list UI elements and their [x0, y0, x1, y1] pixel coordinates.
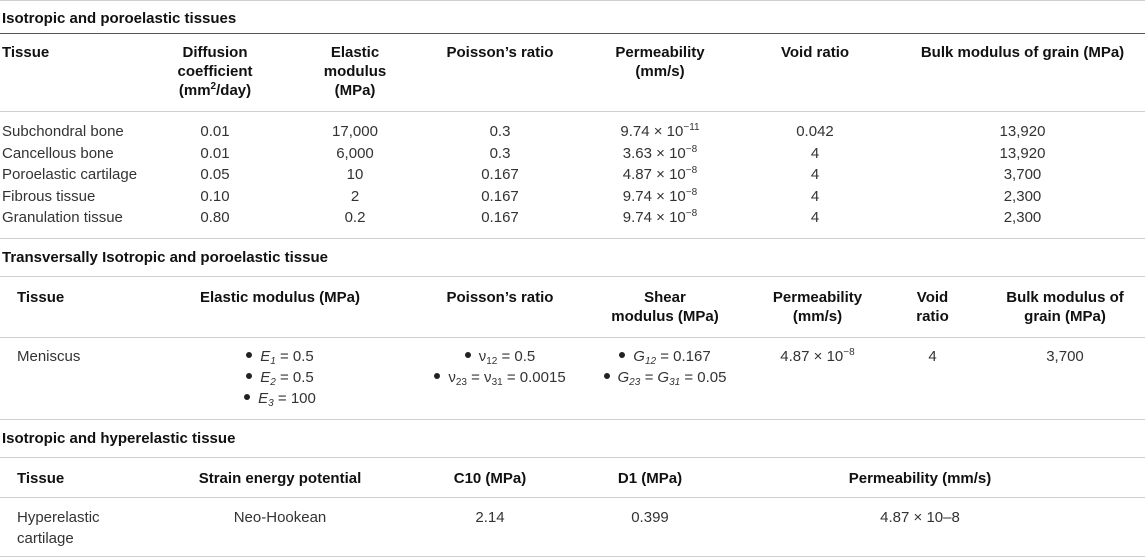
cell-bulk: 2,300	[1003, 209, 1042, 226]
col-header-d1: D1 (MPa)	[617, 470, 683, 487]
col-header-c10: C10 (MPa)	[453, 470, 527, 487]
cell-poisson: 0.167	[481, 188, 519, 205]
bottom-rule	[0, 556, 1145, 557]
cell-strain-energy: Neo-Hookean	[233, 509, 327, 526]
section-title: Isotropic and hyperelastic tissue	[2, 430, 236, 447]
list-item: ν23 = ν31 = 0.0015	[410, 367, 590, 388]
cell-permeability: 9.74 × 10−11	[620, 122, 700, 141]
cell-permeability: 4.87 × 10−8	[780, 347, 855, 366]
list-item: E1 = 0.5	[170, 346, 390, 367]
bullet-icon	[244, 394, 251, 400]
cell-elastic: 0.2	[344, 209, 366, 226]
cell-poisson: 0.3	[489, 145, 511, 162]
cell-bulk: 2,300	[1003, 188, 1042, 205]
section-rule	[0, 33, 1145, 34]
cell-tissue: Meniscus	[17, 348, 81, 365]
cell-diffusion: 0.01	[200, 145, 230, 162]
header-rule	[0, 111, 1145, 112]
cell-poisson: 0.167	[481, 209, 519, 226]
cell-tissue: Granulation tissue	[2, 209, 123, 226]
cell-void: 4	[810, 145, 820, 162]
section-rule	[0, 276, 1145, 277]
list-item: ν12 = 0.5	[410, 346, 590, 367]
cell-diffusion: 0.80	[200, 209, 230, 226]
cell-diffusion: 0.05	[200, 166, 230, 183]
bullet-icon	[246, 373, 253, 379]
cell-tissue: Hyperelastic cartilage	[17, 509, 100, 547]
header-rule	[0, 337, 1145, 338]
cell-elastic-list: E1 = 0.5 E2 = 0.5 E3 = 100	[170, 346, 390, 409]
cell-permeability: 3.63 × 10−8	[622, 144, 698, 163]
cell-diffusion: 0.01	[200, 123, 230, 140]
col-header-diffusion: Diffusion coefficient (mm2/day)	[177, 44, 253, 99]
cell-bulk: 13,920	[999, 145, 1046, 162]
cell-void: 4	[810, 166, 820, 183]
section-rule	[0, 419, 1145, 420]
section-title: Transversally Isotropic and poroelastic …	[2, 249, 328, 266]
section-rule	[0, 457, 1145, 458]
col-header-strain-energy: Strain energy potential	[198, 470, 362, 487]
bullet-icon	[434, 373, 441, 379]
cell-bulk: 3,700	[1003, 166, 1042, 183]
cell-void: 4	[810, 188, 820, 205]
col-header-permeability: Permeability (mm/s)	[772, 289, 863, 325]
bullet-icon	[246, 352, 253, 358]
col-header-bulk: Bulk modulus of grain (MPa)	[920, 44, 1125, 61]
bullet-icon	[619, 352, 626, 358]
col-header-permeability: Permeability (mm/s)	[848, 470, 992, 487]
col-header-tissue: Tissue	[17, 289, 65, 306]
cell-void: 4	[928, 348, 937, 365]
cell-elastic: 6,000	[336, 145, 374, 162]
cell-void: 4	[810, 209, 820, 226]
cell-permeability: 9.74 × 10−8	[622, 208, 698, 227]
col-header-elastic: Elastic modulus (MPa)	[199, 289, 361, 306]
cell-bulk: 13,920	[999, 123, 1046, 140]
cell-shear-list: G12 = 0.167 G23 = G31 = 0.05	[580, 346, 750, 388]
cell-elastic: 2	[350, 188, 360, 205]
col-header-tissue: Tissue	[2, 44, 50, 61]
cell-tissue: Poroelastic cartilage	[2, 166, 138, 183]
cell-tissue: Subchondral bone	[2, 123, 124, 140]
cell-d1: 0.399	[631, 509, 669, 526]
cell-void: 0.042	[796, 123, 834, 140]
cell-permeability: 4.87 × 10−8	[622, 165, 698, 184]
col-header-bulk: Bulk modulus of grain (MPa)	[1006, 289, 1124, 325]
col-header-elastic: Elastic modulus (MPa)	[323, 44, 387, 99]
cell-c10: 2.14	[475, 509, 505, 526]
col-header-poisson: Poisson’s ratio	[446, 289, 554, 306]
col-header-void: Void ratio	[780, 44, 850, 61]
cell-poisson: 0.3	[489, 123, 511, 140]
header-rule	[0, 497, 1145, 498]
cell-permeability: 9.74 × 10−8	[622, 187, 698, 206]
col-header-shear: Shear modulus (MPa)	[611, 289, 719, 325]
cell-bulk: 3,700	[1046, 348, 1084, 365]
cell-diffusion: 0.10	[200, 188, 230, 205]
bullet-icon	[603, 373, 610, 379]
top-rule	[0, 0, 1145, 1]
cell-tissue: Cancellous bone	[2, 145, 114, 162]
col-header-permeability: Permeability (mm/s)	[615, 44, 705, 80]
bullet-icon	[464, 352, 471, 358]
col-header-void: Void ratio	[916, 289, 949, 325]
list-item: E3 = 100	[170, 388, 390, 409]
cell-elastic: 10	[346, 166, 364, 183]
list-item: G23 = G31 = 0.05	[580, 367, 750, 388]
col-header-poisson: Poisson’s ratio	[446, 44, 554, 61]
cell-elastic: 17,000	[332, 123, 378, 140]
cell-permeability: 4.87 × 10–8	[880, 509, 960, 526]
section-title: Isotropic and poroelastic tissues	[2, 10, 237, 27]
cell-poisson: 0.167	[481, 166, 519, 183]
list-item: E2 = 0.5	[170, 367, 390, 388]
list-item: G12 = 0.167	[580, 346, 750, 367]
cell-tissue: Fibrous tissue	[2, 188, 96, 205]
section-rule	[0, 238, 1145, 239]
col-header-tissue: Tissue	[17, 470, 65, 487]
cell-poisson-list: ν12 = 0.5 ν23 = ν31 = 0.0015	[410, 346, 590, 388]
